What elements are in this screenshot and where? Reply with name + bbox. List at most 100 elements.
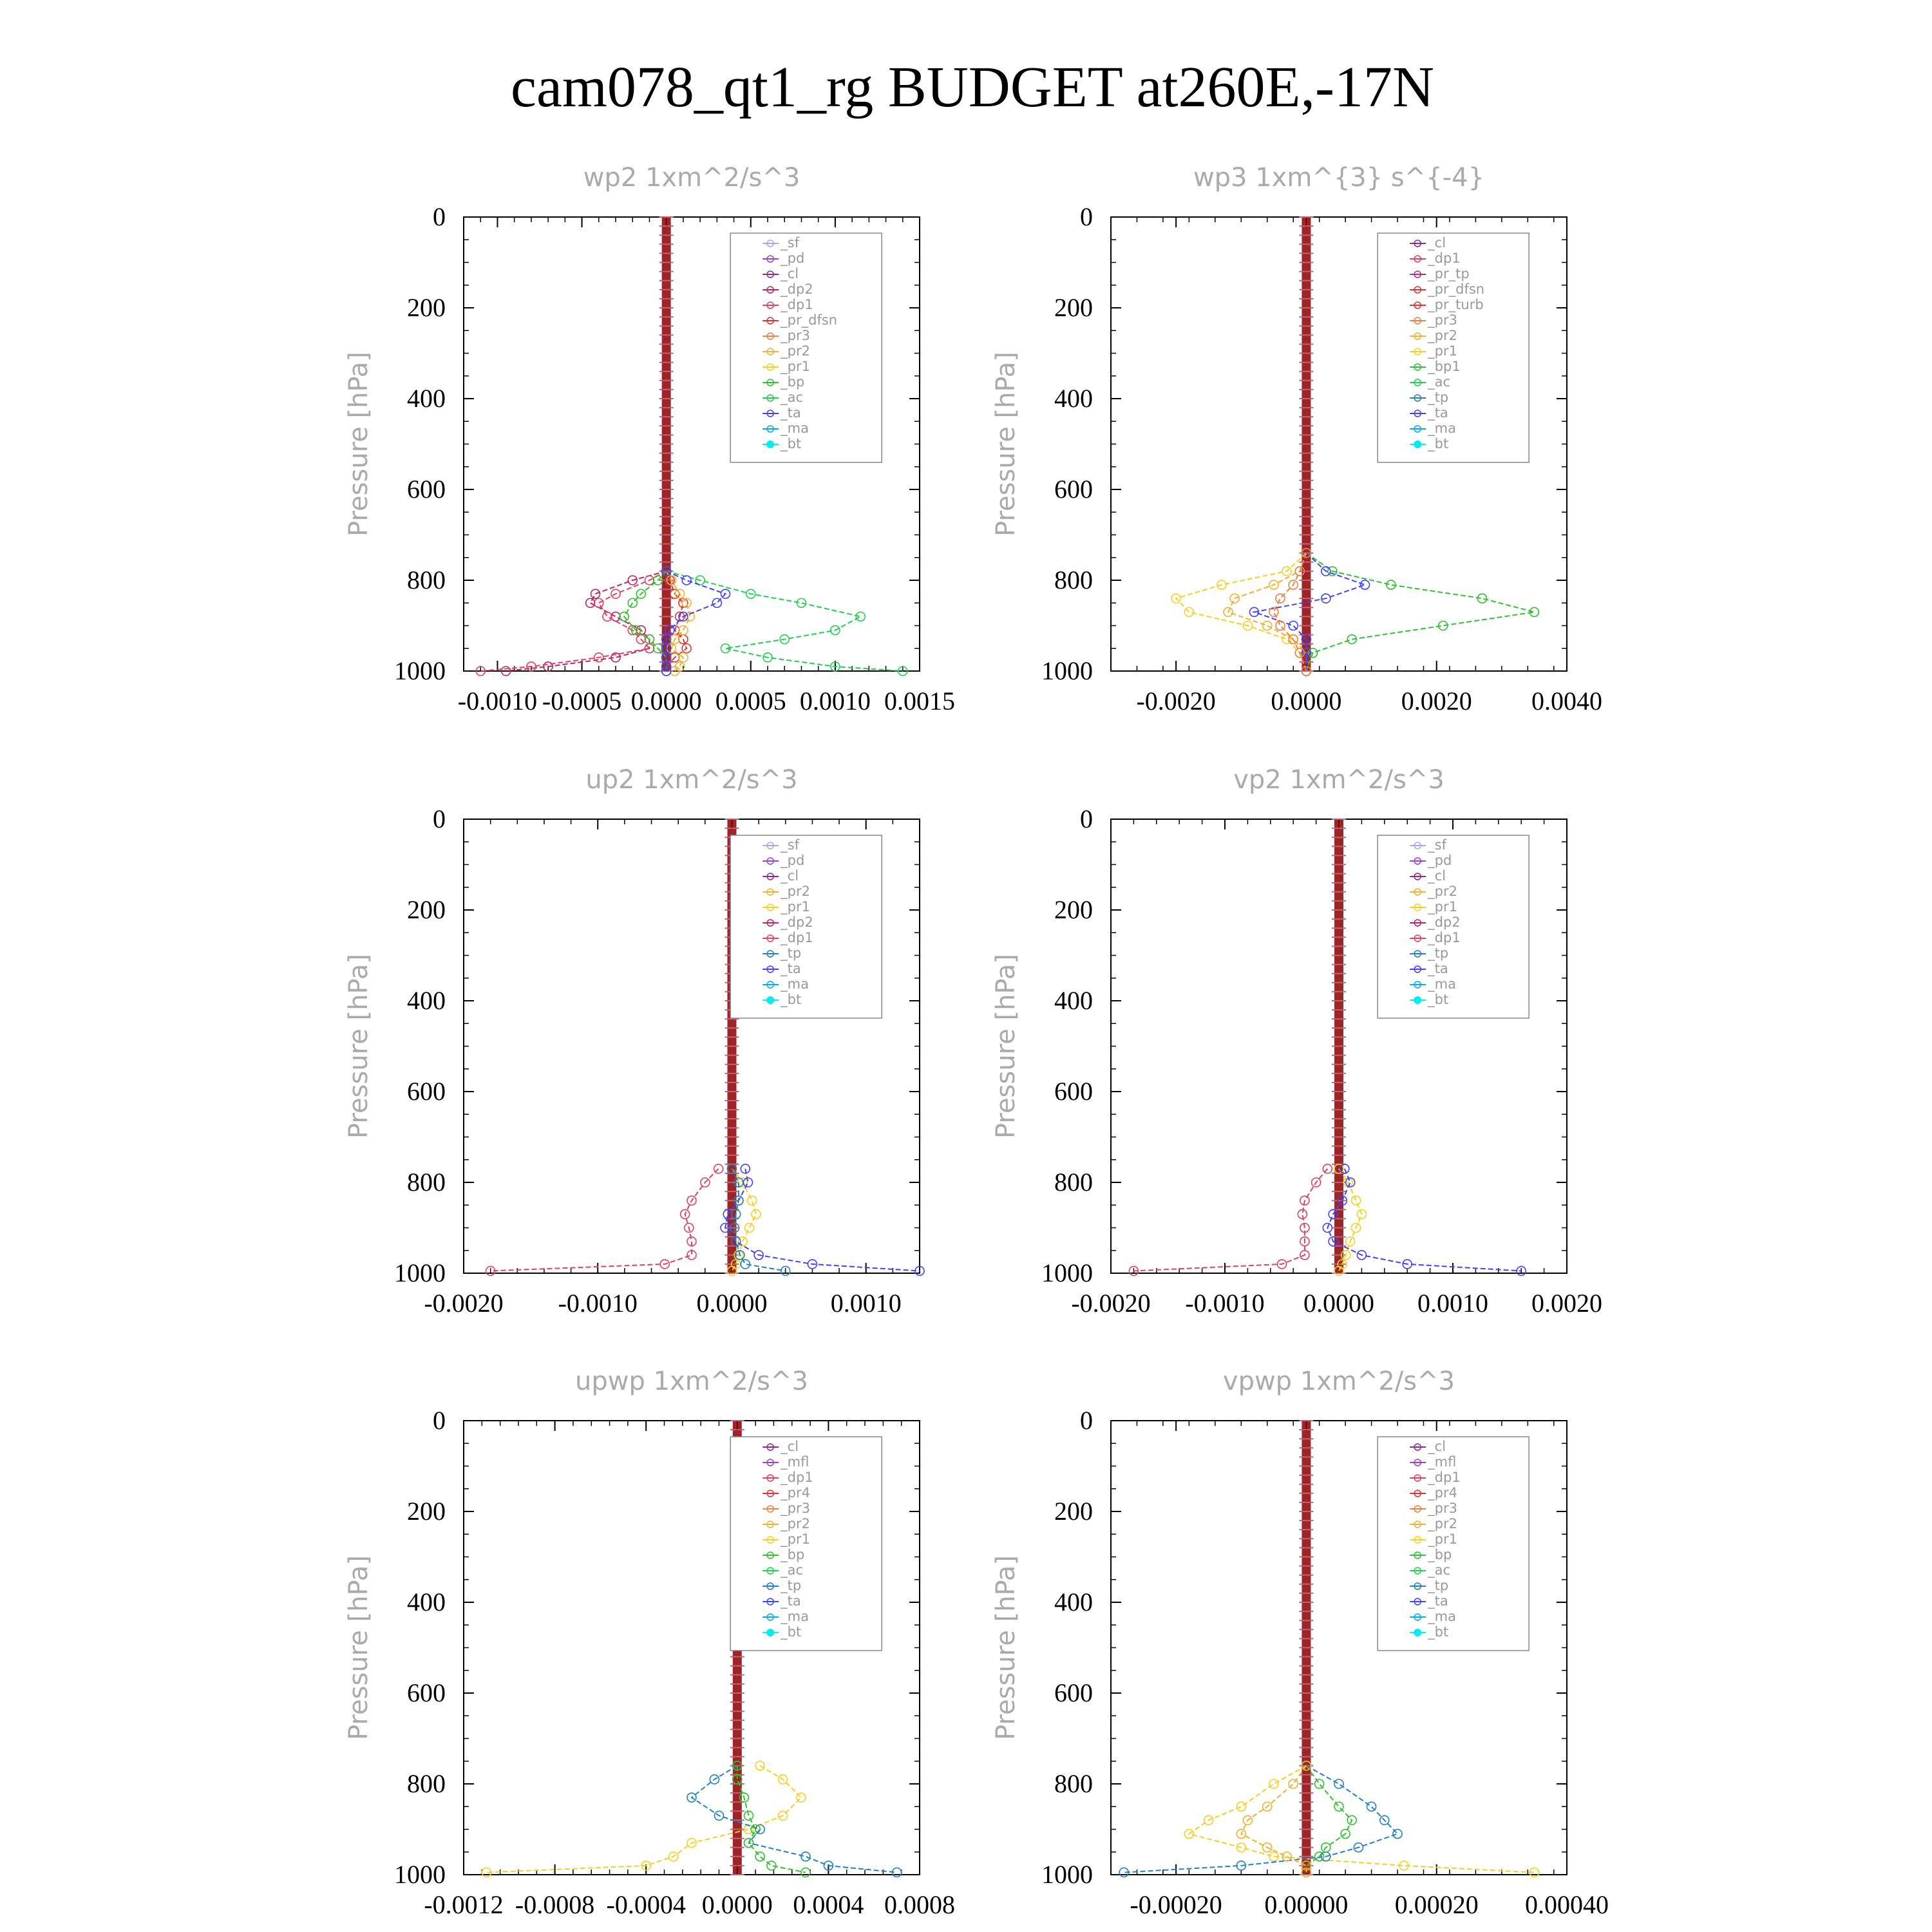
series-point_pr1 xyxy=(744,1222,755,1233)
x-tick-label: 0.0010 xyxy=(800,687,871,715)
series-point_dp1 xyxy=(684,1222,694,1233)
y-tick-label: 200 xyxy=(407,895,446,924)
legend-label: _pr_dfsn xyxy=(1427,281,1484,298)
series-point_pr1 xyxy=(481,1867,492,1878)
series-point_dp2 xyxy=(611,652,621,663)
panel-title: wp2 1xm^2/s^3 xyxy=(583,163,800,193)
legend-label: _pr1 xyxy=(780,359,810,375)
series-point_bp xyxy=(732,1774,743,1785)
legend-label: _bt xyxy=(780,436,801,452)
y-tick-label: 600 xyxy=(407,1678,446,1707)
y-tick-label: 800 xyxy=(407,1168,446,1197)
y-tick-label: 800 xyxy=(407,1769,446,1798)
legend-label: _ta xyxy=(780,405,801,421)
series-point_tp xyxy=(755,1824,765,1835)
x-tick-label: 0.0010 xyxy=(831,1289,902,1318)
series-point_ac xyxy=(830,661,840,672)
legend-marker xyxy=(766,857,774,865)
series-point_pr1 xyxy=(1269,1779,1279,1789)
chart-panel-4: vp2 1xm^2/s^3 Pressure [hPa] 0 200 400 600 800… xyxy=(991,765,1602,1318)
series-point_pr1 xyxy=(746,1195,757,1206)
y-tick-label: 800 xyxy=(1054,1168,1093,1197)
series-point_dp1 xyxy=(475,666,486,676)
legend-label: _pr_dfsn xyxy=(780,312,837,328)
legend-marker xyxy=(766,888,774,896)
figure-title: cam078_qt1_rg BUDGET at260E,-17N xyxy=(511,55,1434,119)
legend-marker xyxy=(1414,857,1421,865)
y-tick-label: 600 xyxy=(407,1077,446,1106)
series-point_pr1 xyxy=(796,1792,806,1803)
y-tick-label: 0 xyxy=(433,804,446,833)
y-tick-label: 1000 xyxy=(1041,1258,1093,1287)
series-line_bp xyxy=(1305,1765,1353,1873)
series-point_pr1 xyxy=(737,1236,748,1247)
legend-label: _pr2 xyxy=(780,343,810,359)
series-point_bp1 xyxy=(1347,634,1358,645)
series-point_dp1 xyxy=(1300,1236,1310,1247)
series-point_pr1 xyxy=(755,1761,765,1771)
legend-marker xyxy=(766,394,774,402)
series-point_pr1 xyxy=(1350,1222,1361,1233)
legend-label: _ta xyxy=(1427,961,1448,977)
series-point_ac xyxy=(897,666,908,676)
legend-marker xyxy=(1414,1551,1421,1559)
legend-marker xyxy=(766,950,774,958)
series-point_bp xyxy=(652,643,663,654)
x-tick-label: -0.0005 xyxy=(542,687,621,715)
legend-label: _cl xyxy=(780,1439,799,1455)
legend-label: _pr2 xyxy=(1427,328,1457,344)
series-point_bp xyxy=(750,1824,761,1835)
y-tick-label: 400 xyxy=(1054,986,1093,1015)
series-point_tp xyxy=(735,1250,745,1260)
legend-marker xyxy=(1414,394,1421,402)
series-point_dp1 xyxy=(611,589,621,599)
series-point_ta xyxy=(681,575,692,585)
series-point_bp1 xyxy=(1327,566,1338,576)
legend-label: _ac xyxy=(780,1562,803,1578)
legend-marker xyxy=(1414,888,1421,896)
series-point_ta xyxy=(807,1259,818,1269)
legend-label: _pr1 xyxy=(780,1531,810,1548)
legend-marker xyxy=(1414,1567,1421,1575)
series-point_ta xyxy=(1301,634,1312,645)
legend-marker xyxy=(766,1613,774,1621)
y-tick-label: 1000 xyxy=(1041,1860,1093,1889)
legend-label: _ma xyxy=(780,1609,809,1625)
legend-label: _dp2 xyxy=(780,914,813,931)
series-point_pr1 xyxy=(1236,1801,1247,1812)
series-point_bp xyxy=(743,1810,754,1821)
series-point_pr1 xyxy=(641,1861,652,1871)
legend-marker xyxy=(1414,286,1421,294)
legend-marker xyxy=(766,1505,774,1513)
series-point_pr2 xyxy=(678,625,688,636)
series-point_pr3 xyxy=(1288,634,1298,645)
series-line_dp1 xyxy=(480,571,667,672)
series-point_bp xyxy=(630,625,641,636)
series-point_ta xyxy=(723,1209,734,1220)
x-tick-label: 0.0000 xyxy=(702,1890,773,1919)
legend-marker xyxy=(1414,255,1421,263)
legend-label: _pd xyxy=(780,251,804,267)
legend-label: _ta xyxy=(1427,405,1448,421)
legend-label: _bp xyxy=(780,1547,804,1563)
x-tick-label: -0.0004 xyxy=(607,1890,686,1919)
series-point_ta xyxy=(740,1164,751,1174)
legend-label: _pr4 xyxy=(780,1485,810,1501)
series-point_ta xyxy=(661,666,672,676)
series-point_dp1 xyxy=(1300,1222,1310,1233)
series-point_pr1 xyxy=(1340,1250,1351,1260)
y-tick-label: 1000 xyxy=(394,656,446,685)
legend-marker xyxy=(1414,348,1421,355)
legend-label: _bp1 xyxy=(1427,359,1461,375)
series-point_ac xyxy=(745,589,756,599)
series-point_ta xyxy=(914,1265,925,1276)
series-point_dp1 xyxy=(644,575,655,585)
series-point_ac xyxy=(695,575,705,585)
series-line_pr2 xyxy=(1240,1765,1307,1873)
y-tick-label: 400 xyxy=(1054,384,1093,413)
legend-label: _tp xyxy=(780,945,801,961)
series-point_pr1 xyxy=(668,1852,679,1862)
y-tick-label: 200 xyxy=(1054,895,1093,924)
series-point_bp xyxy=(755,1852,765,1862)
series-point_dp1 xyxy=(627,625,638,636)
